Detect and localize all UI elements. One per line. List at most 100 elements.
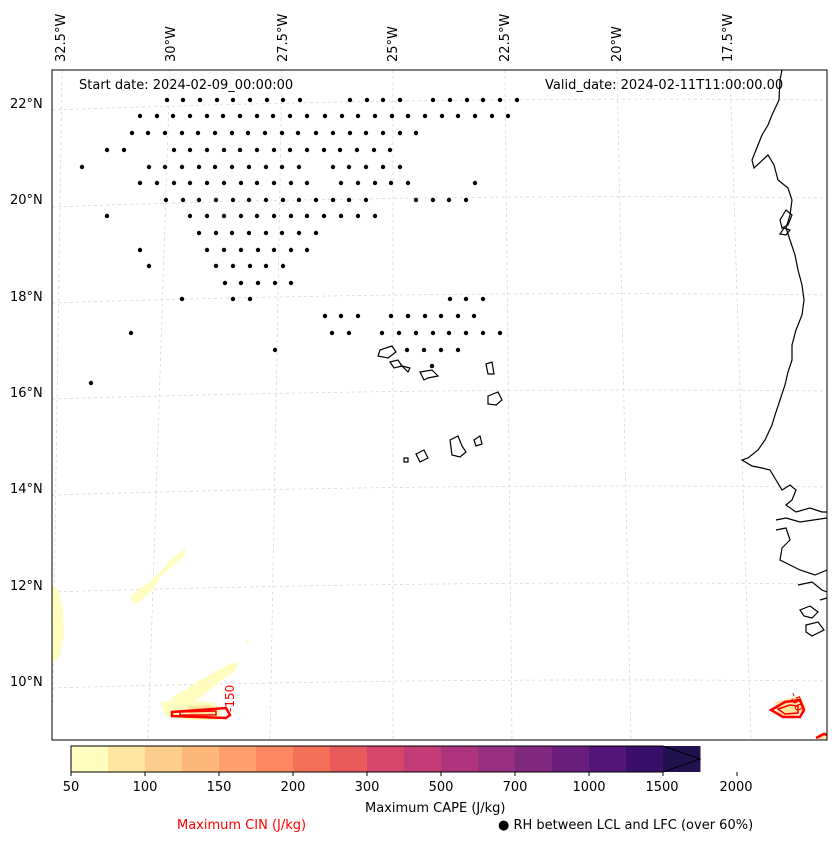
- colorbar-segment: [330, 746, 368, 772]
- colorbar-segment: [626, 746, 664, 772]
- rh-dot: [322, 313, 328, 319]
- rh-dot: [221, 180, 227, 186]
- rh-dot: [296, 197, 302, 203]
- rh-dot: [213, 197, 219, 203]
- cape-colorbar: [70, 745, 738, 776]
- rh-dot: [295, 130, 301, 136]
- rh-dot: [288, 180, 294, 186]
- rh-dot: [254, 147, 260, 153]
- rh-dot: [346, 197, 352, 203]
- cape-fill-darker: [188, 696, 827, 740]
- rh-dot: [372, 113, 378, 119]
- rh-dot: [230, 97, 236, 103]
- rh-dot: [405, 113, 411, 119]
- rh-dot: [170, 113, 176, 119]
- rh-dot: [355, 113, 361, 119]
- rh-dot: [154, 180, 160, 186]
- rh-dot: [322, 113, 328, 119]
- rh-dot: [187, 213, 193, 219]
- rh-dot: [455, 347, 461, 353]
- rh-dot: [413, 130, 419, 136]
- rh-dot: [514, 97, 520, 103]
- rh-dot: [429, 363, 435, 369]
- rh-dot: [272, 280, 278, 286]
- rh-dot: [380, 164, 386, 170]
- rh-dot: [446, 330, 452, 336]
- rh-dot: [245, 130, 251, 136]
- rh-dot: [330, 164, 336, 170]
- rh-dot: [255, 280, 261, 286]
- rh-dot: [471, 313, 477, 319]
- rh-dot: [164, 97, 170, 103]
- rh-dot: [187, 180, 193, 186]
- rh-dot: [246, 197, 252, 203]
- rh-dot: [254, 180, 260, 186]
- rh-dot: [404, 347, 410, 353]
- colorbar-tick: 700: [502, 780, 528, 795]
- rh-dot: [272, 347, 278, 353]
- colorbar-segment: [478, 746, 516, 772]
- rh-dot: [263, 197, 269, 203]
- rh-dot: [347, 130, 353, 136]
- colorbar-segment: [293, 746, 331, 772]
- rh-dot: [422, 313, 428, 319]
- rh-dot: [247, 263, 253, 269]
- rh-dot: [271, 180, 277, 186]
- rh-dot-layer: [79, 97, 520, 386]
- rh-dot: [380, 97, 386, 103]
- rh-dot: [237, 147, 243, 153]
- rh-dot: [229, 164, 235, 170]
- rh-dot: [214, 97, 220, 103]
- lat-label: 18°N: [10, 290, 43, 305]
- colorbar-tick: 1000: [572, 780, 606, 795]
- rh-dot: [104, 213, 110, 219]
- rh-dot: [196, 197, 202, 203]
- lat-label: 16°N: [10, 386, 43, 401]
- rh-dot: [397, 164, 403, 170]
- rh-dot: [430, 330, 436, 336]
- rh-dot: [338, 213, 344, 219]
- rh-dot: [321, 213, 327, 219]
- rh-dot: [212, 164, 218, 170]
- rh-dot: [397, 97, 403, 103]
- rh-dot: [221, 247, 227, 253]
- lon-label: 20°W: [610, 26, 625, 62]
- rh-dot: [463, 296, 469, 302]
- rh-dot: [254, 113, 260, 119]
- rh-dot: [288, 213, 294, 219]
- colorbar-segment: [515, 746, 553, 772]
- rh-dot: [264, 97, 270, 103]
- rh-dot: [137, 113, 143, 119]
- rh-dot: [137, 247, 143, 253]
- rh-dot: [355, 313, 361, 319]
- rh-dot: [104, 147, 110, 153]
- rh-dot: [405, 180, 411, 186]
- start-date-label: Start date: 2024-02-09_00:00:00: [79, 78, 294, 93]
- rh-dot: [421, 347, 427, 353]
- cape-fill: [52, 548, 250, 720]
- rh-dot: [329, 330, 335, 336]
- rh-dot: [279, 230, 285, 236]
- rh-dot: [388, 180, 394, 186]
- lat-label: 10°N: [10, 675, 43, 690]
- rh-dot: [330, 130, 336, 136]
- rh-dot: [180, 197, 186, 203]
- valid-date-label: Valid_date: 2024-02-11T11:00:00.00: [545, 78, 784, 93]
- rh-dot: [88, 380, 94, 386]
- lon-label: 30°W: [164, 26, 179, 62]
- rh-dot: [280, 263, 286, 269]
- rh-dot: [372, 180, 378, 186]
- rh-dot: [447, 296, 453, 302]
- rh-dot: [262, 130, 268, 136]
- rh-dot: [220, 113, 226, 119]
- rh-dot: [464, 97, 470, 103]
- colorbar-segment: [589, 746, 627, 772]
- rh-dot: [372, 213, 378, 219]
- rh-dot: [279, 130, 285, 136]
- rh-dot: [480, 330, 486, 336]
- rh-dot: [187, 147, 193, 153]
- map-frame: [51, 69, 828, 741]
- lat-label: 20°N: [10, 193, 43, 208]
- rh-dot: [337, 147, 343, 153]
- colorbar-tick: 50: [62, 780, 80, 795]
